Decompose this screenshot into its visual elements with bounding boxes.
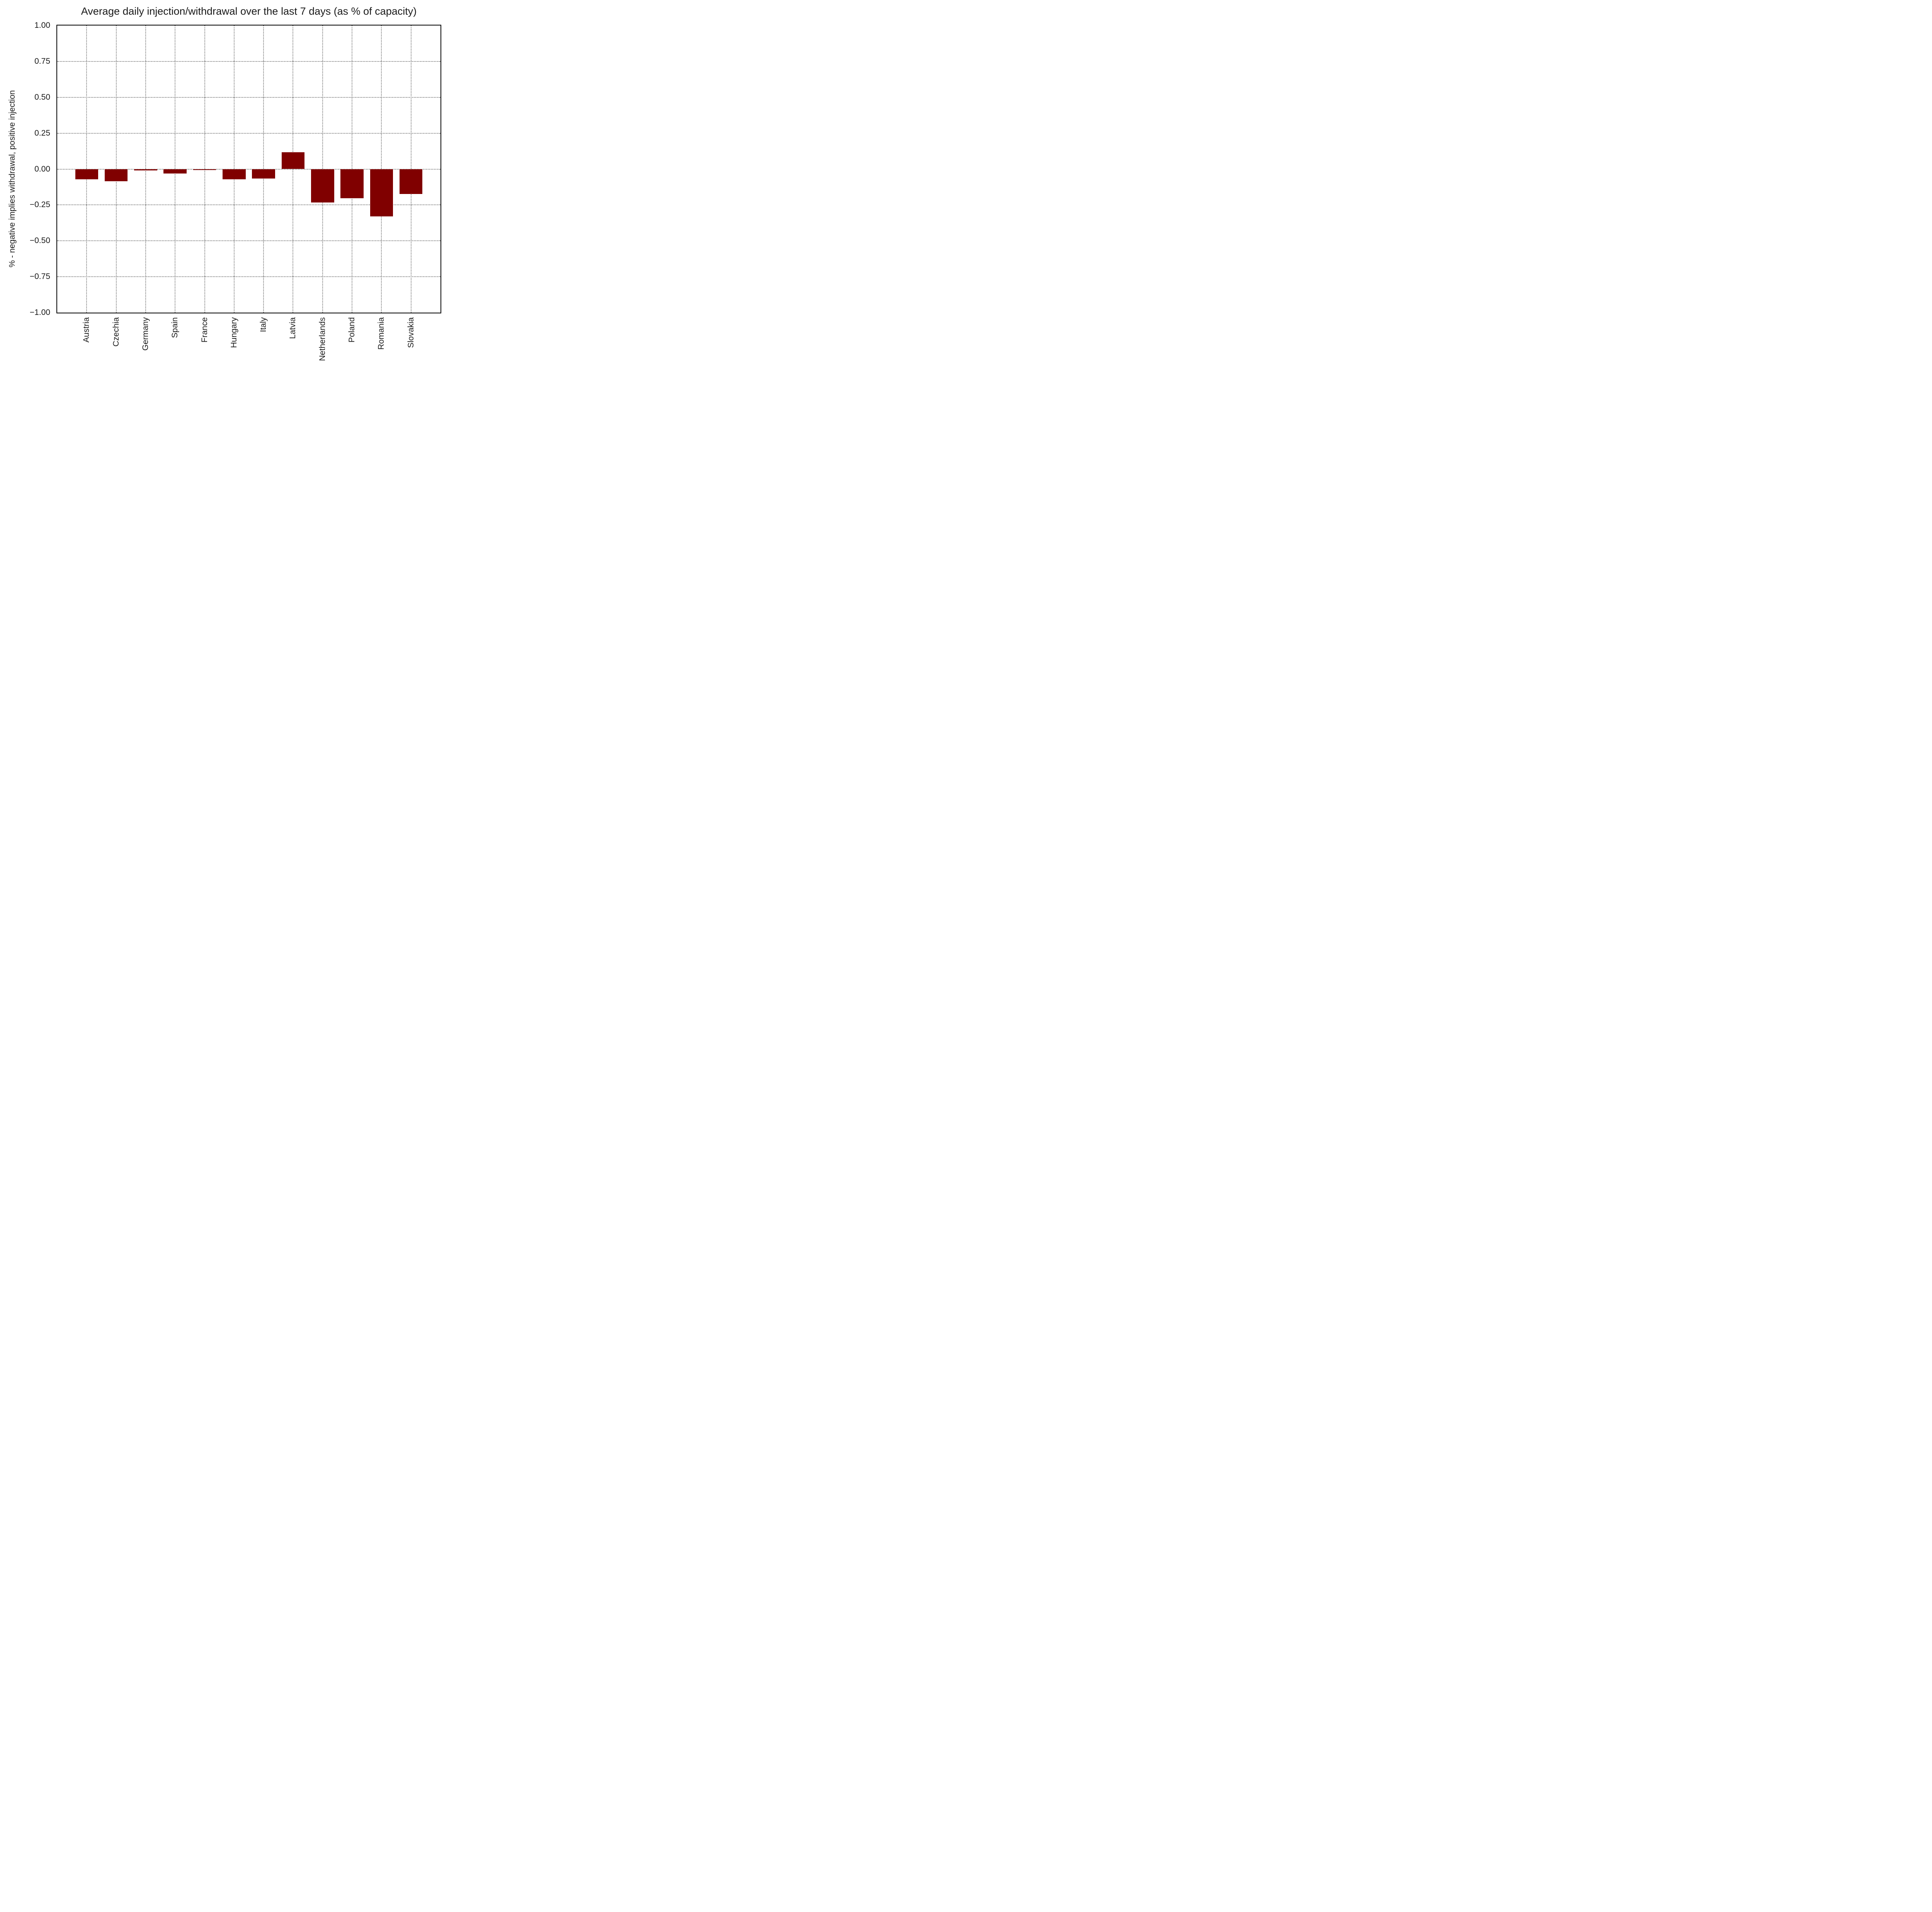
y-tick-label: −0.75: [29, 272, 50, 281]
x-tick-label-czechia: Czechia: [111, 317, 121, 347]
y-tick-label: −0.50: [29, 236, 50, 245]
x-tick-label-hungary: Hungary: [229, 317, 238, 348]
bar-germany: [134, 169, 157, 171]
y-tick-label: 1.00: [34, 21, 50, 30]
y-tick-label: 0.75: [34, 56, 50, 66]
bar-poland: [340, 169, 364, 199]
x-tick-label-slovakia: Slovakia: [406, 317, 415, 348]
x-tick-label-poland: Poland: [347, 317, 357, 343]
bar-italy: [252, 169, 275, 179]
bar-netherlands: [311, 169, 334, 202]
y-gridline: [57, 133, 440, 134]
bar-slovakia: [399, 169, 423, 194]
figure: Average daily injection/withdrawal over …: [0, 0, 464, 383]
bar-romania: [370, 169, 393, 217]
bar-czechia: [104, 169, 128, 182]
y-tick-label: 0.50: [34, 92, 50, 102]
x-tick-label-france: France: [200, 317, 209, 343]
bar-france: [193, 169, 216, 170]
y-tick-label: 0.00: [34, 164, 50, 174]
x-tick-label-germany: Germany: [141, 317, 150, 351]
x-tick-label-latvia: Latvia: [288, 317, 298, 339]
bar-layer: [57, 26, 440, 313]
x-tick-label-austria: Austria: [82, 317, 91, 343]
y-gridline: [57, 61, 440, 62]
bar-austria: [75, 169, 99, 179]
y-tick-label: −0.25: [29, 200, 50, 209]
y-gridline: [57, 97, 440, 98]
y-tick-label: −1.00: [29, 308, 50, 317]
bar-latvia: [281, 152, 305, 169]
y-gridline: [57, 276, 440, 277]
x-tick-label-italy: Italy: [259, 317, 268, 332]
x-tick-label-romania: Romania: [377, 317, 386, 350]
x-tick-label-spain: Spain: [170, 317, 180, 338]
plot-area: [56, 25, 441, 313]
chart-title: Average daily injection/withdrawal over …: [81, 5, 417, 17]
y-gridline: [57, 168, 440, 170]
y-gridline: [57, 240, 440, 242]
y-tick-label: 0.25: [34, 128, 50, 138]
bar-spain: [163, 169, 187, 174]
bar-hungary: [223, 169, 246, 179]
x-tick-label-netherlands: Netherlands: [318, 317, 327, 361]
y-gridline: [57, 204, 440, 206]
